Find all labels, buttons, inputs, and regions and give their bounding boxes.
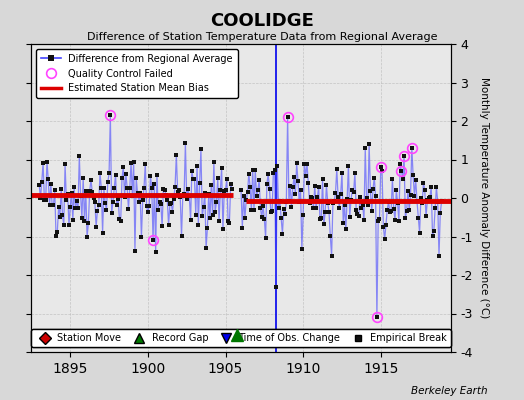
Text: Difference of Station Temperature Data from Regional Average: Difference of Station Temperature Data f…: [87, 32, 437, 42]
Text: COOLIDGE: COOLIDGE: [210, 12, 314, 30]
Legend: Station Move, Record Gap, Time of Obs. Change, Empirical Break: Station Move, Record Gap, Time of Obs. C…: [31, 329, 451, 347]
Y-axis label: Monthly Temperature Anomaly Difference (°C): Monthly Temperature Anomaly Difference (…: [479, 77, 489, 319]
Text: Berkeley Earth: Berkeley Earth: [411, 386, 487, 396]
